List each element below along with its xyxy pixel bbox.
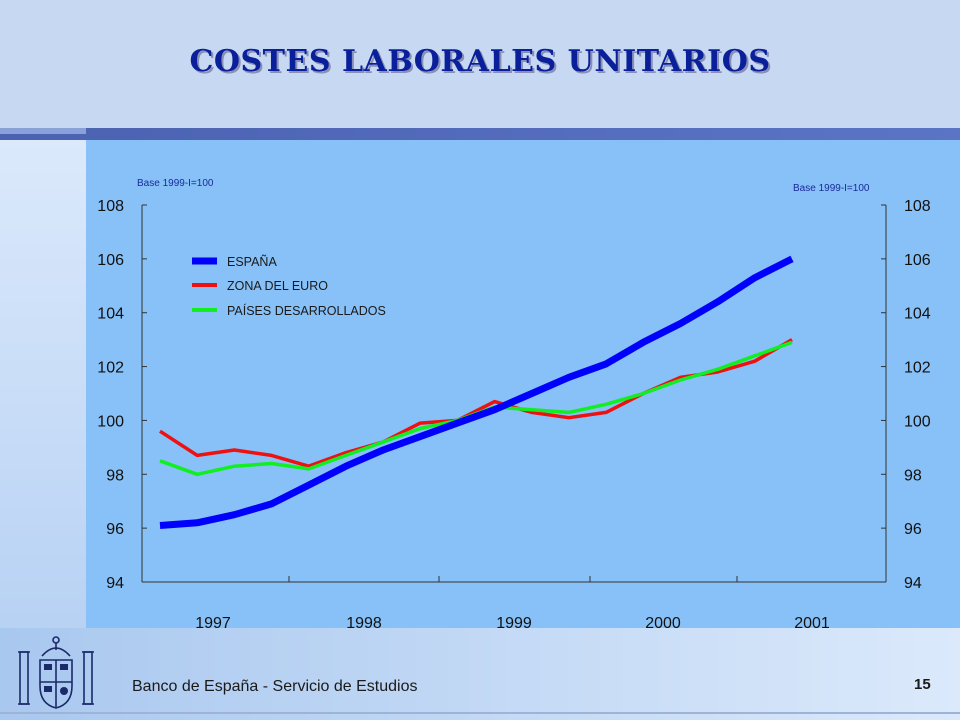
x-tick-label: 1999 (496, 615, 532, 632)
y-tick-label-right: 94 (904, 575, 922, 592)
legend-label: ZONA DEL EURO (227, 279, 328, 293)
header-divider-accent (0, 128, 86, 134)
chart-panel (86, 140, 960, 628)
y-tick-label-right: 108 (904, 198, 931, 215)
series-line-espa-a (159, 255, 794, 529)
y-tick-label-left: 106 (97, 252, 124, 269)
y-tick-label-left: 102 (97, 360, 124, 377)
x-tick-label: 1998 (346, 615, 382, 632)
x-tick-label: 2000 (645, 615, 681, 632)
slide-footer (0, 628, 960, 720)
legend-label: ESPAÑA (227, 255, 277, 269)
series-line-zona-del-euro (159, 338, 793, 468)
x-tick-label: 2001 (794, 615, 830, 632)
legend-label: PAÍSES DESARROLLADOS (227, 303, 386, 318)
y-tick-label-left: 94 (106, 575, 124, 592)
base-note-right: Base 1999-I=100 (793, 183, 870, 194)
y-tick-label-right: 98 (904, 467, 922, 484)
x-tick-label: 1997 (195, 615, 231, 632)
slide-title: COSTES LABORALES UNITARIOS (189, 44, 771, 79)
coat-of-arms-icon (18, 636, 94, 709)
y-tick-label-right: 100 (904, 413, 931, 430)
y-tick-label-right: 102 (904, 360, 931, 377)
y-tick-label-right: 104 (904, 306, 931, 323)
chart-legend: ESPAÑA ZONA DEL EURO PAÍSES DESARROLLADOS (192, 255, 386, 318)
y-tick-label-left: 98 (106, 467, 124, 484)
y-tick-label-left: 100 (97, 413, 124, 430)
y-tick-label-right: 96 (904, 521, 922, 538)
y-tick-label-left: 96 (106, 521, 124, 538)
base-note-left: Base 1999-I=100 (137, 178, 214, 189)
y-tick-label-left: 108 (97, 198, 124, 215)
footer-divider (0, 712, 960, 714)
slide-header: COSTES LABORALES UNITARIOS (0, 0, 960, 129)
y-tick-label-right: 106 (904, 252, 931, 269)
left-decorative-strip (0, 140, 86, 628)
chart-series (159, 255, 794, 529)
chart-axes: 94 94 96 96 98 98 100 100 102 102 104 104 106 106 108 1… (97, 178, 931, 632)
y-tick-label-left: 104 (97, 306, 124, 323)
header-divider-bar (0, 128, 960, 140)
footer-text: Banco de España - Servicio de Estudios (132, 678, 418, 695)
page-number: 15 (914, 676, 931, 693)
